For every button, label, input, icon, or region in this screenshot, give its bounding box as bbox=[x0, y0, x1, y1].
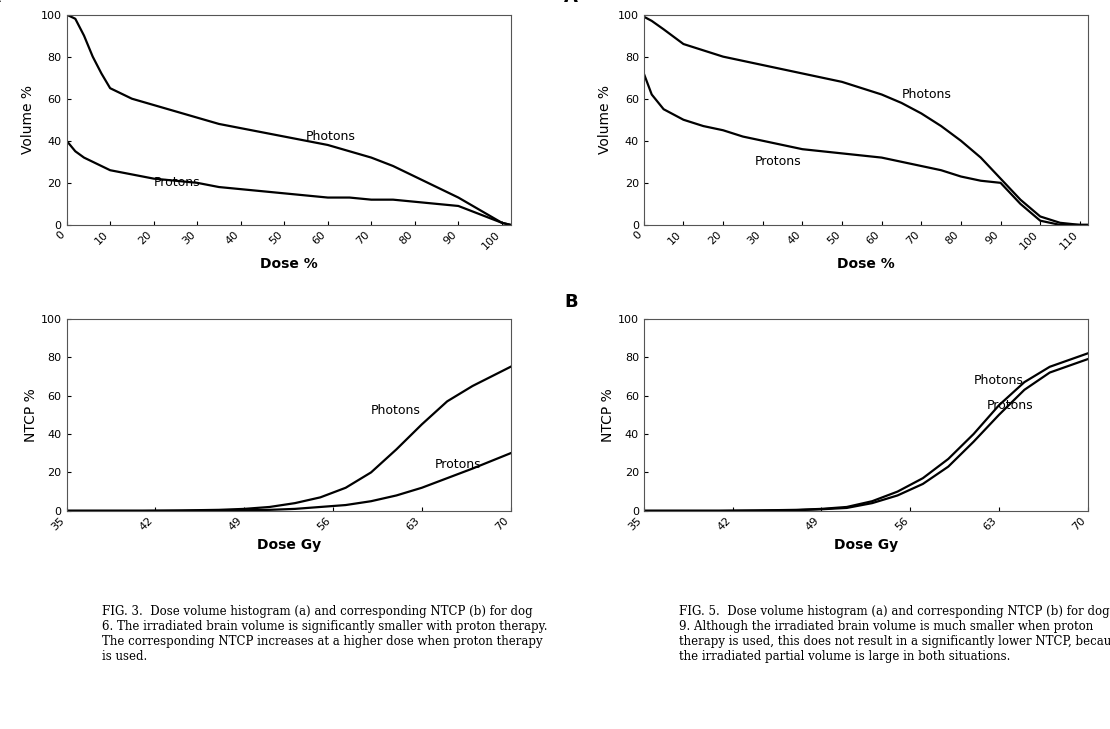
X-axis label: Dose Gy: Dose Gy bbox=[256, 539, 321, 553]
Text: Protons: Protons bbox=[434, 459, 481, 471]
Text: Protons: Protons bbox=[755, 155, 801, 168]
Text: Photons: Photons bbox=[371, 405, 421, 418]
Y-axis label: NTCP %: NTCP % bbox=[602, 388, 615, 442]
Text: FIG. 3.  Dose volume histogram (a) and corresponding NTCP (b) for dog
6. The irr: FIG. 3. Dose volume histogram (a) and co… bbox=[102, 604, 547, 663]
Text: Photons: Photons bbox=[901, 88, 951, 101]
Y-axis label: Volume %: Volume % bbox=[598, 85, 613, 155]
Y-axis label: NTCP %: NTCP % bbox=[24, 388, 38, 442]
Text: A: A bbox=[564, 0, 578, 6]
Text: Photons: Photons bbox=[306, 130, 356, 143]
Text: Protons: Protons bbox=[153, 176, 200, 190]
Text: B: B bbox=[564, 293, 577, 311]
X-axis label: Dose %: Dose % bbox=[837, 257, 895, 271]
X-axis label: Dose %: Dose % bbox=[260, 257, 317, 271]
Text: Protons: Protons bbox=[987, 399, 1033, 412]
Text: FIG. 5.  Dose volume histogram (a) and corresponding NTCP (b) for dog
9. Althoug: FIG. 5. Dose volume histogram (a) and co… bbox=[679, 604, 1110, 663]
Y-axis label: Volume %: Volume % bbox=[21, 85, 36, 155]
X-axis label: Dose Gy: Dose Gy bbox=[834, 539, 898, 553]
Text: Photons: Photons bbox=[973, 374, 1023, 386]
